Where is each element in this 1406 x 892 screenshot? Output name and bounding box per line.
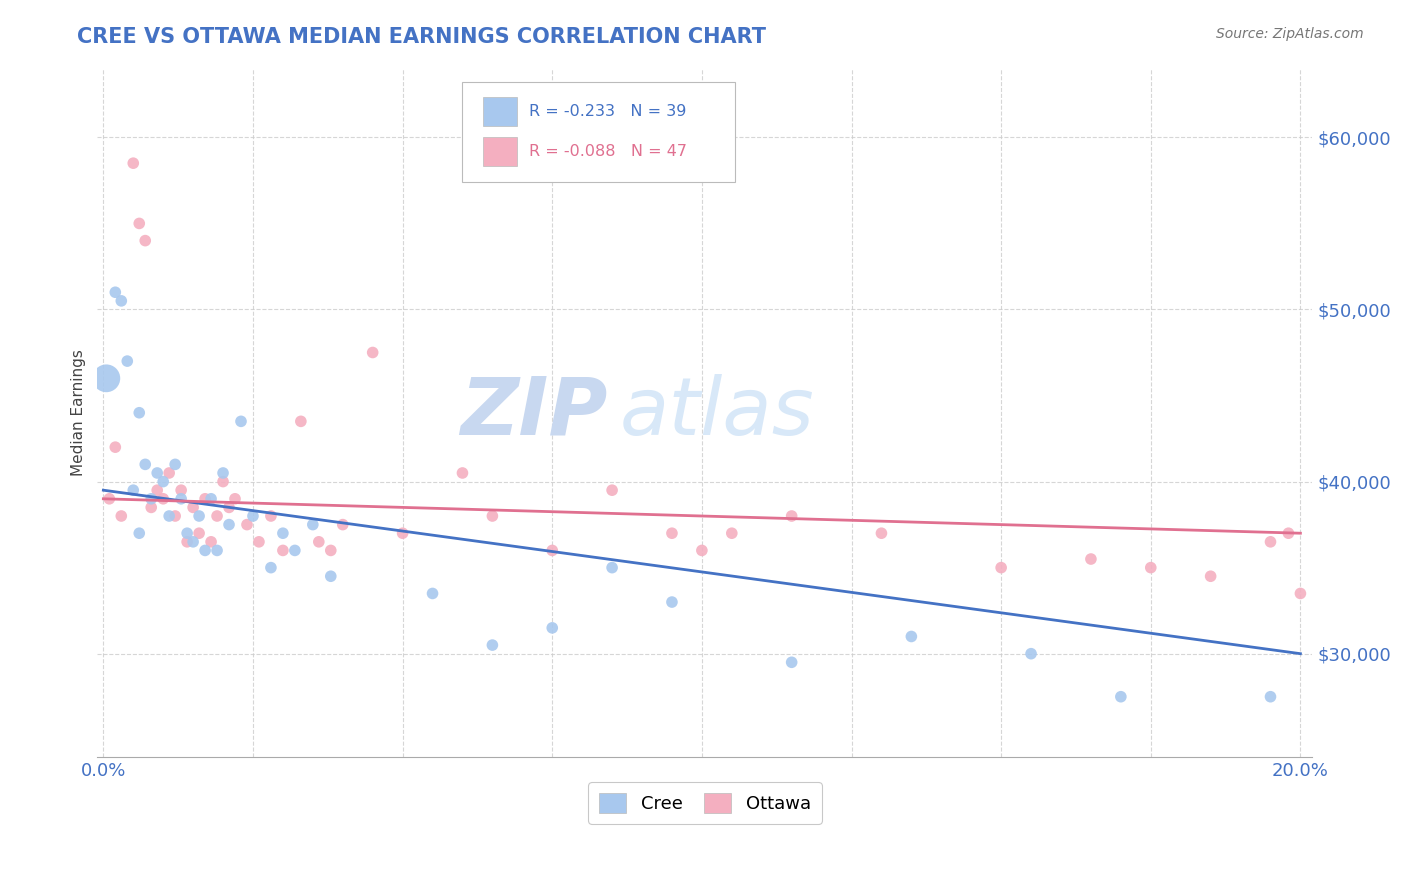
Point: [134, 458, 156, 472]
Point: [1080, 552, 1102, 566]
FancyBboxPatch shape: [461, 82, 735, 182]
Point: [200, 491, 222, 506]
Point: [157, 508, 180, 523]
Text: R = -0.088   N = 47: R = -0.088 N = 47: [529, 144, 686, 159]
Point: [290, 414, 312, 428]
Point: [152, 491, 174, 506]
Text: Source: ZipAtlas.com: Source: ZipAtlas.com: [1216, 27, 1364, 41]
Point: [96, 371, 118, 385]
Point: [236, 517, 259, 532]
Point: [128, 216, 150, 230]
Point: [146, 483, 169, 498]
Point: [141, 491, 163, 506]
Point: [224, 491, 246, 506]
Point: [247, 534, 270, 549]
Point: [200, 534, 222, 549]
Point: [212, 475, 235, 489]
Point: [181, 500, 204, 515]
Point: [165, 508, 187, 523]
Point: [308, 534, 330, 549]
Point: [870, 526, 893, 541]
Point: [181, 534, 204, 549]
Point: [176, 526, 198, 541]
Point: [260, 508, 283, 523]
Point: [170, 491, 193, 506]
Point: [271, 526, 294, 541]
Point: [284, 543, 307, 558]
Point: [1019, 647, 1042, 661]
Point: [661, 526, 683, 541]
Point: [170, 483, 193, 498]
Bar: [482, 97, 516, 127]
Point: [98, 491, 121, 506]
Point: [194, 491, 217, 506]
Point: [661, 595, 683, 609]
Text: ZIP: ZIP: [460, 374, 607, 451]
Point: [481, 508, 503, 523]
Point: [690, 543, 713, 558]
Point: [1260, 690, 1282, 704]
Point: [319, 569, 342, 583]
Point: [1277, 526, 1299, 541]
Point: [128, 526, 150, 541]
Point: [141, 500, 163, 515]
Point: [451, 466, 474, 480]
Point: [1199, 569, 1222, 583]
Point: [165, 458, 187, 472]
Point: [481, 638, 503, 652]
Point: [157, 466, 180, 480]
Point: [218, 517, 240, 532]
Point: [780, 508, 803, 523]
Point: [600, 560, 623, 574]
Text: atlas: atlas: [620, 374, 814, 451]
Text: R = -0.233   N = 39: R = -0.233 N = 39: [529, 104, 686, 120]
Point: [110, 508, 132, 523]
Point: [900, 630, 922, 644]
Point: [229, 414, 252, 428]
Point: [242, 508, 264, 523]
Point: [104, 285, 127, 300]
Point: [1139, 560, 1161, 574]
Point: [990, 560, 1012, 574]
Point: [134, 234, 156, 248]
Point: [1289, 586, 1312, 600]
Point: [128, 406, 150, 420]
Point: [541, 621, 564, 635]
Point: [117, 354, 139, 368]
Point: [146, 466, 169, 480]
Bar: [482, 136, 516, 166]
Point: [260, 560, 283, 574]
Point: [1109, 690, 1132, 704]
Point: [541, 543, 564, 558]
Point: [104, 440, 127, 454]
Point: [188, 508, 211, 523]
Point: [720, 526, 742, 541]
Point: [122, 483, 145, 498]
Point: [780, 655, 803, 669]
Y-axis label: Median Earnings: Median Earnings: [72, 350, 86, 476]
Point: [361, 345, 384, 359]
Point: [319, 543, 342, 558]
Point: [422, 586, 444, 600]
Point: [218, 500, 240, 515]
Point: [391, 526, 413, 541]
Point: [188, 526, 211, 541]
Point: [1260, 534, 1282, 549]
Legend: Cree, Ottawa: Cree, Ottawa: [588, 782, 821, 823]
Point: [152, 475, 174, 489]
Point: [110, 293, 132, 308]
Point: [600, 483, 623, 498]
Point: [271, 543, 294, 558]
Point: [122, 156, 145, 170]
Point: [176, 534, 198, 549]
Point: [332, 517, 354, 532]
Point: [194, 543, 217, 558]
Point: [301, 517, 323, 532]
Text: CREE VS OTTAWA MEDIAN EARNINGS CORRELATION CHART: CREE VS OTTAWA MEDIAN EARNINGS CORRELATI…: [77, 27, 766, 46]
Point: [212, 466, 235, 480]
Point: [205, 508, 228, 523]
Point: [205, 543, 228, 558]
